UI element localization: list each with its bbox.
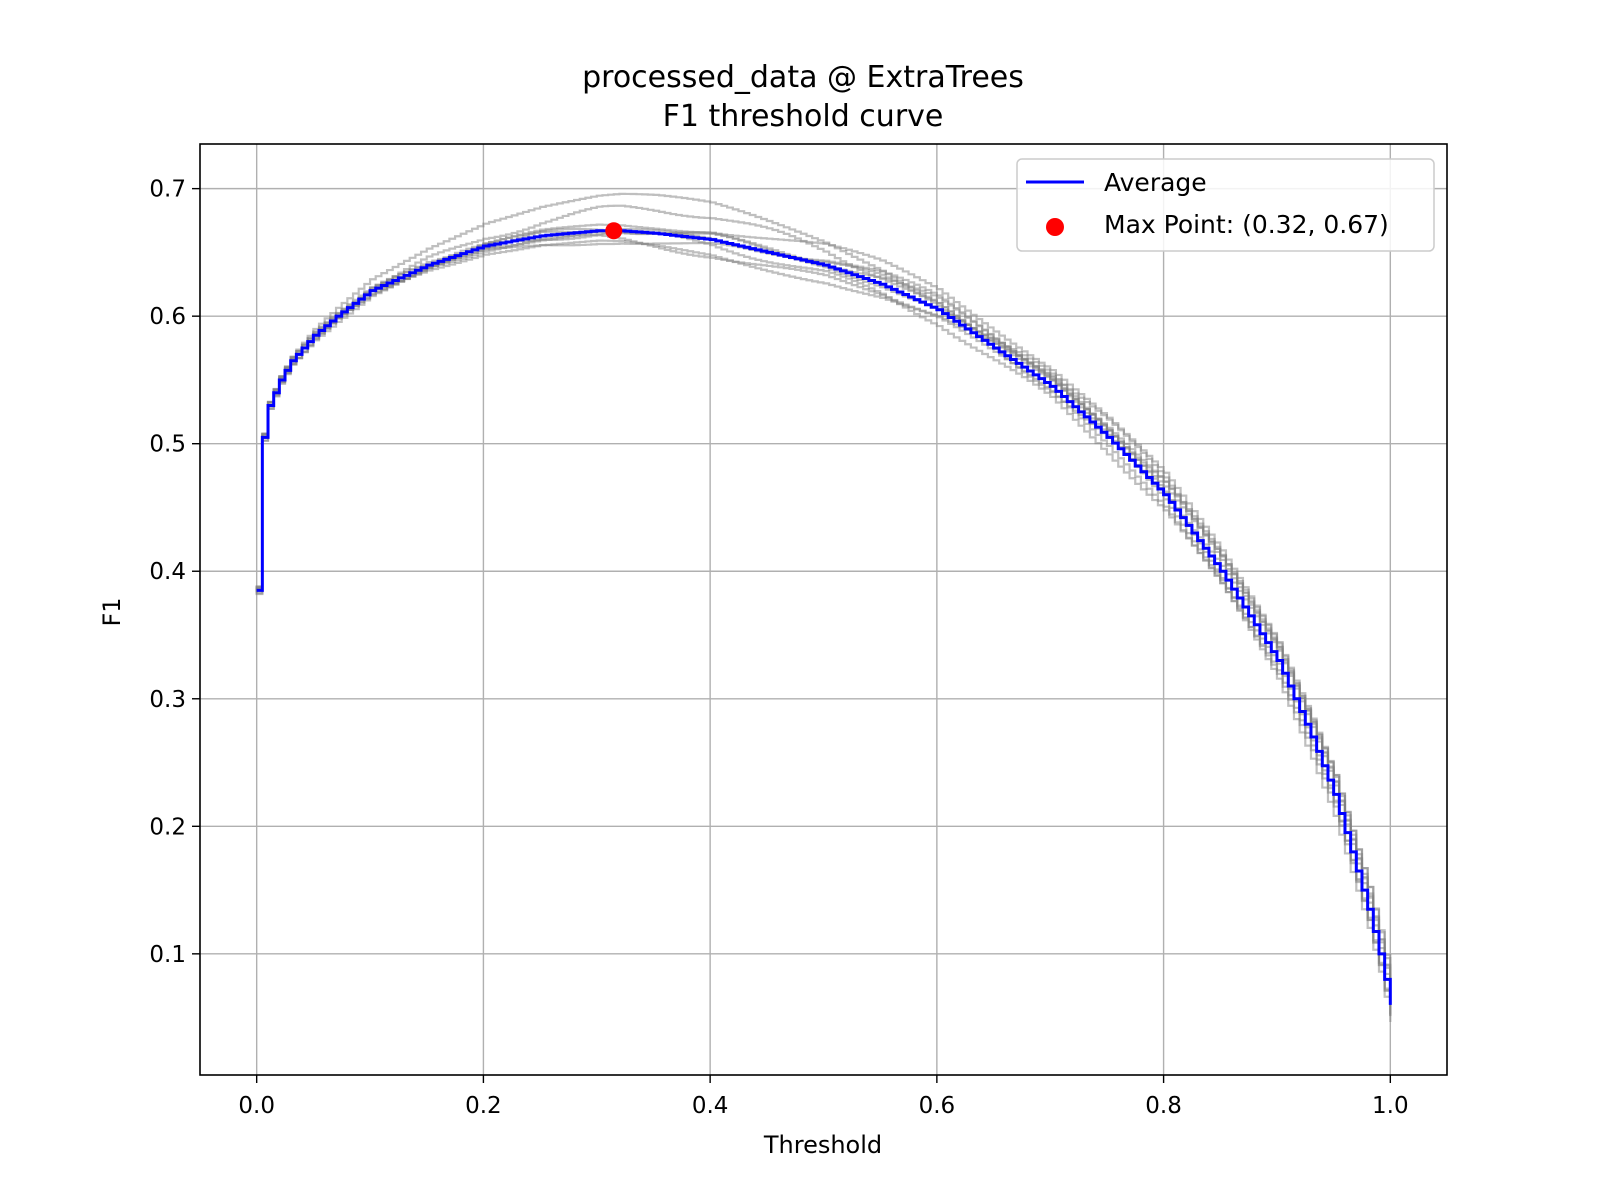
fold-curve [255, 234, 1392, 990]
x-tick-label: 0.2 [465, 1093, 502, 1119]
x-tick-label: 1.0 [1372, 1093, 1409, 1119]
average-line [256, 229, 1392, 1005]
y-axis-label: F1 [98, 597, 126, 626]
plot-frame [199, 143, 1448, 1076]
legend-max-point-label: Max Point: (0.32, 0.67) [1104, 210, 1389, 239]
chart-title: processed_data @ ExtraTrees [582, 60, 1024, 95]
x-tick-label: 0.6 [919, 1093, 956, 1119]
legend-max-point-swatch [1046, 218, 1064, 236]
y-tick-label: 0.7 [149, 177, 186, 203]
legend-average-label: Average [1104, 168, 1207, 197]
legend: Average Max Point: (0.32, 0.67) [1016, 158, 1435, 252]
y-tick-label: 0.1 [149, 942, 186, 968]
legend-box [1016, 158, 1435, 252]
y-tick-label: 0.6 [149, 304, 186, 330]
fold-curves [255, 192, 1392, 1023]
fold-curve [255, 239, 1392, 1015]
y-tick-label: 0.3 [149, 687, 186, 713]
fold-curve [255, 227, 1392, 985]
fold-curve [255, 230, 1392, 1023]
fold-curve [255, 223, 1392, 980]
x-tick-label: 0.8 [1145, 1093, 1182, 1119]
fold-curve [255, 230, 1392, 992]
y-tick-label: 0.2 [149, 814, 186, 840]
x-axis-label: Threshold [763, 1131, 882, 1159]
fold-curve [255, 204, 1392, 1017]
max-point-marker-group [605, 222, 623, 240]
fold-curve [255, 192, 1392, 994]
y-tick-label: 0.4 [149, 559, 186, 585]
fold-curve [255, 241, 1392, 1000]
average-series [256, 229, 1392, 1005]
max-point-marker [605, 222, 623, 240]
y-tick-label: 0.5 [149, 432, 186, 458]
x-tick-label: 0.4 [692, 1093, 729, 1119]
x-tick-label: 0.0 [238, 1093, 275, 1119]
fold-curve [255, 228, 1392, 1016]
chart-subtitle: F1 threshold curve [663, 99, 944, 134]
y-axis-ticks: 0.1 0.2 0.3 0.4 0.5 0.6 0.7 [149, 177, 200, 968]
x-axis-ticks: 0.0 0.2 0.4 0.6 0.8 1.0 [238, 1075, 1409, 1119]
